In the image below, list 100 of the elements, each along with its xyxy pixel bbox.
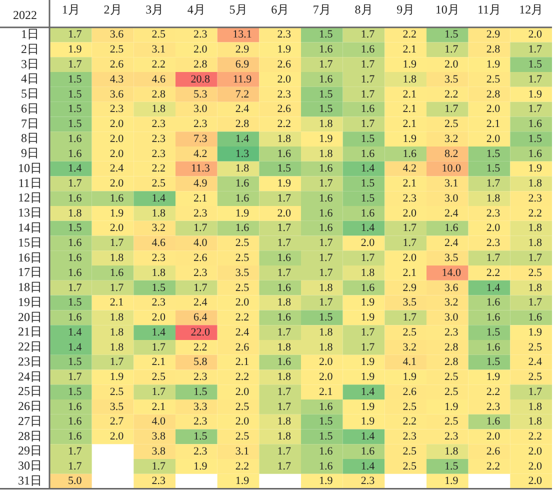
- data-label: 1.9: [360, 356, 376, 368]
- data-label: 1.4: [360, 386, 376, 398]
- y-tick-label: 20日: [18, 310, 42, 324]
- data-label: 2.2: [277, 118, 291, 130]
- data-label: 2.0: [110, 148, 124, 160]
- data-label: 1.7: [360, 28, 376, 41]
- data-label: 1.5: [319, 103, 334, 116]
- data-label: 1.9: [194, 460, 208, 472]
- data-label: 1.8: [319, 282, 334, 294]
- data-label: 2.4: [235, 326, 250, 338]
- data-label: 1.7: [277, 326, 292, 338]
- data-label: 20.8: [190, 73, 211, 86]
- data-label: 14.0: [442, 266, 462, 279]
- data-label: 1.9: [360, 371, 376, 384]
- data-label: 1.7: [152, 386, 166, 398]
- y-tick-label: 28日: [18, 428, 42, 443]
- x-tick-label: 12月: [519, 2, 544, 16]
- data-label: 11.3: [190, 162, 210, 175]
- data-label: 1.8: [277, 132, 292, 145]
- data-label: 1.6: [319, 162, 334, 175]
- y-tick-label: 13日: [18, 206, 42, 220]
- data-label: 2.2: [486, 266, 500, 279]
- data-label: 3.6: [110, 88, 124, 100]
- data-label: 1.6: [528, 312, 542, 324]
- data-label: 2.5: [528, 341, 542, 354]
- data-label: 1.6: [68, 237, 82, 250]
- data-label: 2.3: [194, 207, 208, 220]
- data-label: 2.4: [110, 162, 124, 175]
- y-tick-label: 30日: [18, 458, 42, 473]
- data-label: 2.5: [444, 416, 459, 428]
- data-label: 1.8: [235, 162, 250, 175]
- data-label: 1.5: [528, 58, 542, 70]
- data-label: 1.9: [277, 178, 292, 190]
- data-label: 2.3: [444, 326, 459, 338]
- data-label: 2.3: [110, 103, 124, 116]
- data-label: 1.5: [68, 222, 82, 234]
- data-label: 1.5: [486, 162, 501, 175]
- y-tick-label: 3日: [21, 56, 39, 71]
- x-tick-label: 11月: [477, 2, 502, 16]
- data-label: 1.7: [402, 312, 417, 324]
- x-tick-label: 10月: [435, 2, 460, 16]
- data-label: 2.5: [235, 282, 250, 294]
- y-tick-label: 11日: [18, 176, 42, 190]
- data-label: 13.1: [232, 28, 252, 41]
- data-label: 1.6: [68, 266, 82, 279]
- data-label: 1.7: [319, 296, 334, 309]
- data-label: 1.8: [152, 266, 166, 279]
- data-label: 2.5: [235, 237, 250, 250]
- data-label: 2.6: [277, 103, 292, 116]
- data-label: 1.6: [360, 44, 376, 56]
- data-label: 2.8: [444, 341, 459, 354]
- y-tick-label: 29日: [18, 444, 42, 458]
- data-label: 1.9: [360, 312, 376, 324]
- data-label: 1.7: [360, 341, 376, 354]
- data-label: 4.0: [152, 416, 166, 428]
- y-tick-label: 4日: [21, 72, 39, 86]
- y-tick-label: 5日: [21, 86, 39, 101]
- data-label: 2.0: [486, 132, 501, 145]
- data-label: 1.6: [360, 207, 376, 220]
- data-label: 1.5: [194, 386, 208, 398]
- data-label: 1.9: [444, 400, 459, 413]
- data-label: 2.6: [194, 252, 208, 264]
- data-label: 2.5: [486, 73, 501, 86]
- data-label: 1.9: [402, 132, 417, 145]
- data-label: 1.6: [319, 400, 334, 413]
- data-label: 1.7: [277, 400, 292, 413]
- data-label: 1.7: [68, 460, 82, 472]
- data-label: 1.9: [486, 371, 501, 384]
- data-label: 1.7: [68, 178, 82, 190]
- data-label: 2.0: [528, 445, 542, 458]
- data-label: 2.0: [110, 132, 124, 145]
- data-label: 1.5: [68, 103, 82, 116]
- y-tick-label: 18日: [18, 280, 42, 294]
- data-label: 1.8: [110, 252, 124, 264]
- data-label: 22.0: [190, 326, 211, 338]
- data-label: 1.5: [486, 326, 501, 338]
- data-label: 2.0: [528, 460, 542, 472]
- data-label: 1.6: [235, 222, 250, 234]
- data-label: 2.3: [444, 430, 459, 443]
- data-label: 3.1: [444, 178, 458, 190]
- data-label: 2.1: [152, 356, 166, 368]
- data-label: 4.9: [194, 178, 208, 190]
- data-label: 1.8: [277, 416, 292, 428]
- data-label: 1.5: [319, 88, 334, 100]
- data-label: 2.3: [402, 192, 417, 204]
- data-label: 1.7: [68, 282, 82, 294]
- chart-title: 2022: [13, 8, 37, 22]
- data-label: 1.9: [528, 162, 542, 175]
- data-label: 1.5: [319, 430, 334, 443]
- data-label: 3.3: [194, 400, 208, 413]
- data-label: 1.8: [528, 178, 542, 190]
- data-label: 2.3: [152, 475, 166, 488]
- data-label: 7.2: [235, 88, 250, 100]
- data-label: 3.6: [444, 282, 459, 294]
- data-label: 2.5: [402, 460, 417, 472]
- data-label: 1.9: [360, 416, 376, 428]
- data-label: 2.6: [110, 58, 124, 70]
- data-label: 1.7: [528, 44, 542, 56]
- data-label: 1.6: [68, 416, 82, 428]
- data-label: 1.6: [486, 416, 501, 428]
